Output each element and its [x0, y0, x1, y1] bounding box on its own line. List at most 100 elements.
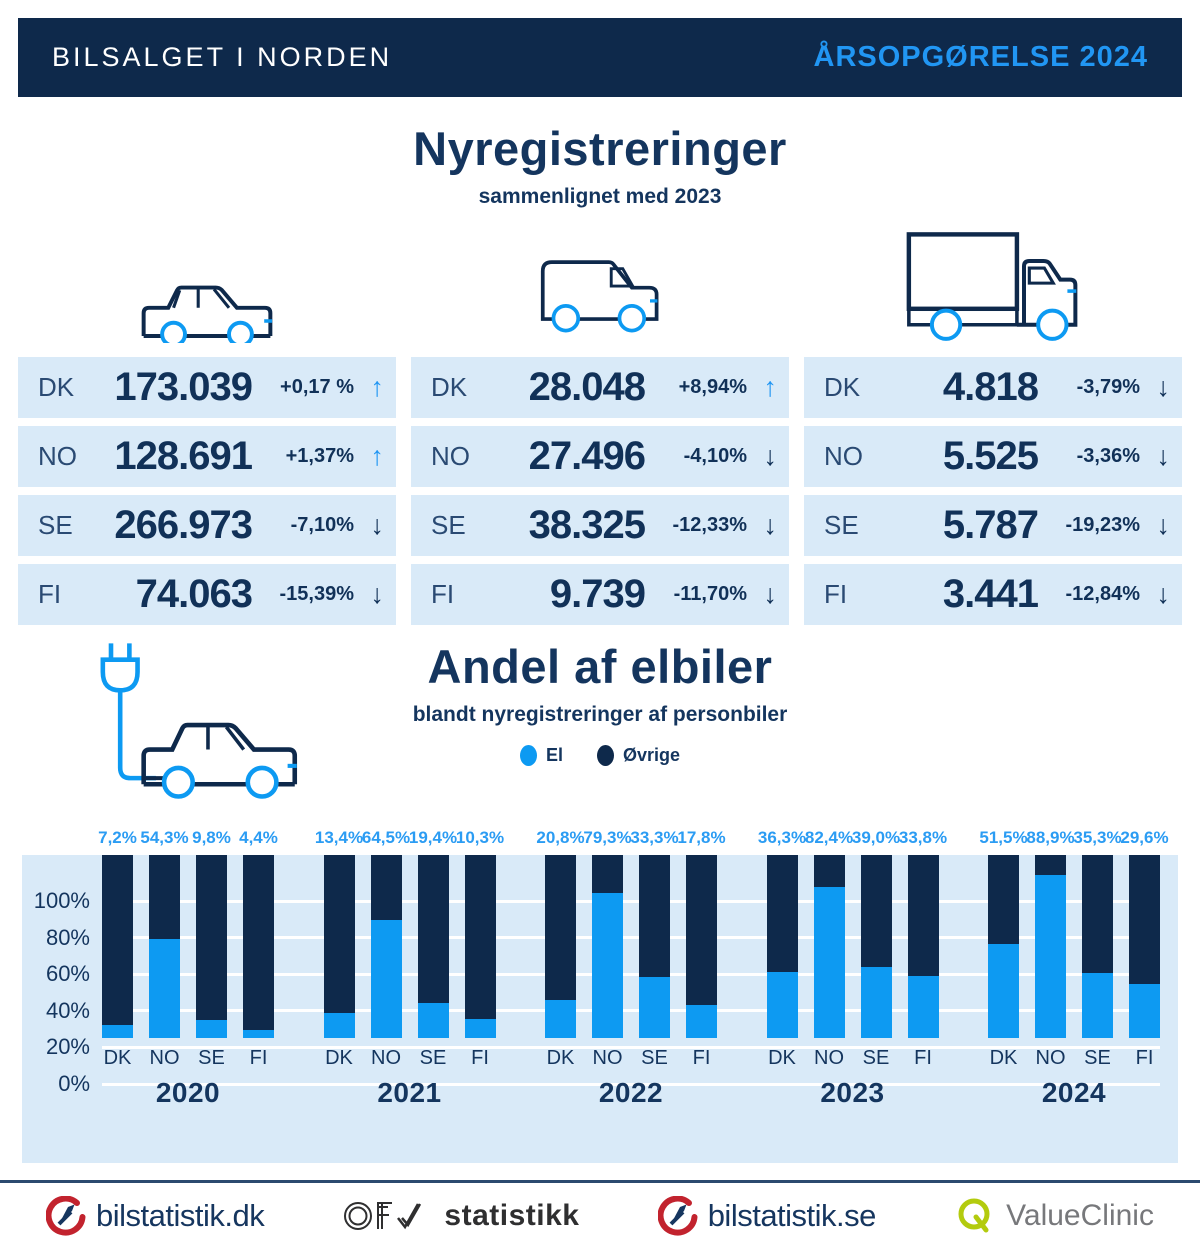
bar-value-label: 54,3% — [140, 828, 189, 847]
country-code: FI — [824, 579, 848, 609]
change-percent: -11,70% — [673, 583, 747, 605]
stats-grid: DK 173.039 +0,17 % ↑ NO 128.691 +1,37% ↑ SE 266.9… — [18, 357, 1182, 625]
bar-country-label: FI — [1135, 1047, 1154, 1069]
stat-row-FI: FI 74.063 -15,39% ↓ — [18, 564, 396, 625]
year-label: 2022 — [598, 1077, 664, 1108]
stat-column-0: DK 173.039 +0,17 % ↑ NO 128.691 +1,37% ↑ SE 266.9… — [18, 357, 396, 625]
bar-country-label: DK — [325, 1047, 353, 1069]
trend-down-arrow-icon: ↓ — [370, 579, 385, 609]
gridline — [102, 1082, 1160, 1086]
car-icon — [18, 255, 396, 343]
bar-value-label: 39,0% — [851, 828, 901, 847]
vehicle-icons-row — [18, 221, 1182, 343]
y-axis-tick: 100% — [33, 888, 90, 913]
bar-country-label: NO — [814, 1047, 844, 1069]
registrations-subtitle: sammenlignet med 2023 — [478, 185, 722, 208]
gridline — [102, 972, 1160, 976]
stat-column-1: DK 28.048 +8,94% ↑ NO 27.496 -4,10% ↓ SE 38.325 -1… — [411, 357, 789, 625]
bar-2023-FI: 33,8% FI — [899, 828, 947, 1070]
stacked-bar — [464, 855, 496, 1038]
gridline — [102, 899, 1160, 903]
bar-country-label: SE — [1084, 1047, 1111, 1069]
bar-2023-DK: 36,3% DK — [758, 828, 806, 1070]
registration-count: 4.818 — [942, 365, 1039, 409]
trend-up-arrow-icon: ↑ — [763, 372, 778, 402]
registration-count: 74.063 — [135, 572, 253, 616]
bar-country-label: SE — [862, 1047, 890, 1069]
valueclinic-q-icon — [954, 1195, 996, 1237]
year-report-badge: ÅRSOPGØRELSE 2024 — [813, 41, 1148, 73]
footer-divider — [0, 1180, 1200, 1183]
y-axis-tick: 40% — [45, 997, 90, 1023]
trend-down-arrow-icon: ↓ — [1156, 372, 1171, 402]
bar-2020-SE: 9,8% SE — [192, 828, 231, 1070]
bar-value-label: 35,3% — [1073, 828, 1122, 847]
change-percent: -12,33% — [672, 514, 748, 536]
bar-group-2022: 20,8% DK 79,3% NO 33,3% SE 17,8% FI 2022 — [536, 828, 725, 1109]
logo-label: bilstatistik.dk — [96, 1198, 265, 1233]
stat-row-SE: SE 5.787 -19,23% ↓ — [804, 495, 1182, 556]
change-percent: -3,36% — [1076, 445, 1140, 467]
stacked-bar — [988, 855, 1019, 1038]
logo-label: bilstatistik.se — [707, 1198, 877, 1233]
stacked-bar — [196, 855, 227, 1038]
bar-group-2024: 51,5% DK 88,9% NO 35,3% SE 29,6% FI 2024 — [979, 828, 1168, 1109]
registration-count: 9.739 — [549, 572, 646, 616]
header-bar: BILSALGET I NORDEN ÅRSOPGØRELSE 2024 — [18, 18, 1182, 97]
ev-title: Andel af elbiler — [427, 640, 773, 693]
change-percent: +1,37% — [285, 445, 354, 467]
country-code: NO — [38, 441, 77, 471]
bar-country-label: SE — [419, 1047, 447, 1069]
bar-value-label: 4,4% — [239, 828, 278, 847]
bar-value-label: 82,4% — [804, 828, 854, 847]
change-percent: -19,23% — [1065, 514, 1141, 536]
bar-2021-FI: 10,3% FI — [456, 828, 504, 1070]
el-legend-dot-icon — [519, 745, 537, 766]
stacked-bar — [639, 855, 670, 1038]
country-code: SE — [431, 510, 466, 540]
country-code: SE — [824, 510, 859, 540]
country-code: DK — [38, 372, 75, 402]
bar-2021-NO: 64,5% NO — [362, 828, 410, 1070]
bar-2022-SE: 33,3% SE — [630, 828, 678, 1070]
bar-country-label: NO — [371, 1047, 401, 1069]
bar-2024-DK: 51,5% DK — [979, 828, 1027, 1070]
logo-bilstatistik.dk: bilstatistik.dk — [46, 1196, 265, 1236]
year-label: 2020 — [155, 1077, 221, 1108]
country-code: DK — [431, 372, 468, 402]
bar-2021-DK: 13,4% DK — [315, 828, 363, 1070]
change-percent: -12,84% — [1065, 583, 1141, 605]
chart-groups: 7,2% DK 54,3% NO 9,8% SE 4,4% FI 2020 13,4% DK 64,5… — [98, 828, 1168, 1109]
bar-value-label: 88,9% — [1026, 828, 1075, 847]
stacked-bar — [243, 855, 274, 1038]
bar-country-label: DK — [103, 1047, 132, 1069]
ev-section: Andel af elbiler blandt nyregistreringer… — [0, 639, 1200, 809]
stacked-bar — [907, 855, 939, 1038]
stacked-bar — [592, 855, 623, 1038]
bar-2022-DK: 20,8% DK — [536, 828, 584, 1070]
chart-legend: El Øvrige — [0, 745, 1200, 766]
stacked-bar — [149, 855, 180, 1038]
footer-logos: bilstatistik.dk statistikk bilstatistik.… — [46, 1183, 1154, 1249]
change-percent: -4,10% — [683, 445, 747, 467]
bilstatistik-speedometer-icon — [46, 1196, 86, 1236]
country-code: NO — [431, 441, 470, 471]
trend-down-arrow-icon: ↓ — [763, 510, 778, 540]
gridline — [102, 1045, 1160, 1049]
chart-y-axis: 0% 20% 40% 60% 80% 100% — [22, 888, 90, 1096]
stacked-bar — [813, 855, 845, 1038]
bar-value-label: 17,8% — [677, 828, 726, 847]
infographic-page: BILSALGET I NORDEN ÅRSOPGØRELSE 2024 Nyr… — [0, 18, 1200, 1236]
trend-down-arrow-icon: ↓ — [763, 579, 778, 609]
bar-group-2021: 13,4% DK 64,5% NO 19,4% SE 10,3% FI 2021 — [315, 828, 504, 1109]
truck-icon — [804, 225, 1182, 343]
logo-valueclinic: ValueClinic — [954, 1195, 1154, 1237]
bar-2022-NO: 79,3% NO — [583, 828, 631, 1070]
bar-country-label: SE — [198, 1047, 225, 1069]
bar-2020-DK: 7,2% DK — [98, 828, 137, 1070]
bar-value-label: 13,4% — [314, 828, 364, 847]
bar-value-label: 9,8% — [192, 828, 231, 847]
country-code: FI — [431, 579, 455, 609]
y-axis-tick: 0% — [58, 1071, 90, 1096]
ev-subtitle: blandt nyregistreringer af personbiler — [412, 703, 788, 726]
